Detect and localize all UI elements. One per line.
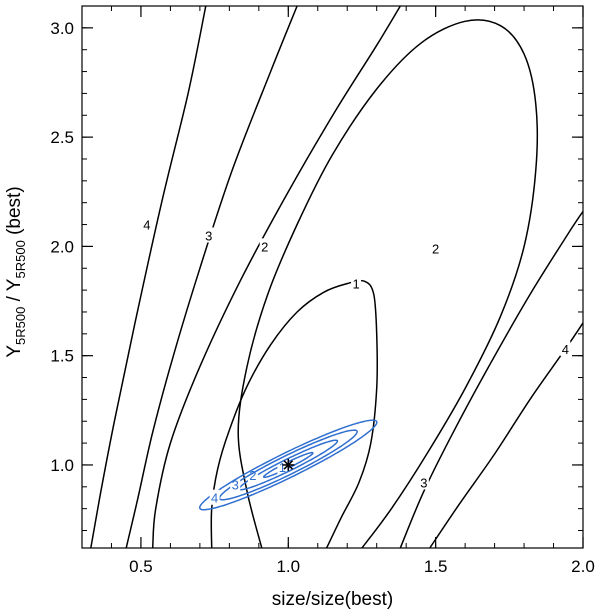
contour-black-2-left	[151, 6, 401, 548]
contour-label-black-2-inner: 2	[432, 242, 439, 257]
contour-black-4-right	[429, 322, 583, 548]
y-axis-label-main-2: Y	[4, 278, 25, 291]
x-tick-label: 2.0	[571, 557, 595, 576]
contour-label-black-3: 3	[205, 228, 212, 243]
contour-label-blue-2: 2	[249, 468, 256, 483]
contour-label-bg	[209, 489, 220, 505]
contour-label-bg	[351, 275, 362, 291]
y-axis-label-suffix: (best)	[4, 186, 25, 240]
axes: 0.5 1.0 1.5 2.0 1.0 1.5 2.0 2.5 3.0	[50, 5, 595, 576]
x-tick-label: 0.5	[129, 557, 153, 576]
contour-label-black-3-right: 3	[420, 475, 427, 490]
y-axis-label-main: Y	[4, 345, 25, 358]
contour-label-bg	[418, 474, 429, 490]
contour-black-2-inner	[237, 19, 539, 548]
contour-label-bg	[259, 238, 270, 254]
y-axis-label-sep: /	[4, 291, 25, 307]
x-tick-label: 1.0	[276, 557, 300, 576]
contour-label-bg	[247, 466, 258, 482]
contour-label-bg	[277, 459, 288, 475]
contour-label-black-1: 1	[352, 277, 359, 292]
y-axis-label: Y5R500 / Y5R500 (best)	[4, 186, 28, 357]
contour-label-bg	[430, 240, 441, 256]
contour-label-bg	[560, 341, 571, 357]
contour-label-black-4-right: 4	[562, 342, 569, 357]
contour-label-bg	[203, 227, 214, 243]
x-axis-label: size/size(best)	[272, 589, 393, 610]
contour-label-black-4: 4	[143, 218, 150, 233]
contour-blue-3	[218, 429, 358, 501]
contour-black-4	[90, 6, 207, 548]
contour-label-blue-1: 1	[279, 460, 286, 475]
contour-label-bg	[141, 216, 152, 232]
contour-label-black-2-left: 2	[261, 239, 268, 254]
best-fit-marker	[282, 458, 295, 471]
contour-black-3	[125, 6, 298, 548]
y-tick-label: 3.0	[50, 19, 74, 38]
x-tick-label: 1.5	[424, 557, 448, 576]
contour-label-blue-4: 4	[211, 491, 218, 506]
y-tick-label: 2.0	[50, 237, 74, 256]
y-tick-label: 1.0	[50, 456, 74, 475]
y-axis-label-sub-2: 5R500	[13, 240, 28, 278]
contour-label-blue-3: 3	[232, 478, 239, 493]
contour-blue-1	[262, 451, 314, 479]
y-tick-label: 1.5	[50, 347, 74, 366]
contour-label-bg	[230, 476, 241, 492]
y-axis-label-sub: 5R500	[13, 307, 28, 345]
plot-frame	[81, 5, 584, 549]
best-fit-marker-stroke	[283, 460, 294, 470]
contour-black-1	[210, 279, 379, 548]
contour-black-3-right	[399, 210, 583, 548]
y-tick-label: 2.5	[50, 128, 74, 147]
contour-blue-4	[198, 419, 378, 511]
